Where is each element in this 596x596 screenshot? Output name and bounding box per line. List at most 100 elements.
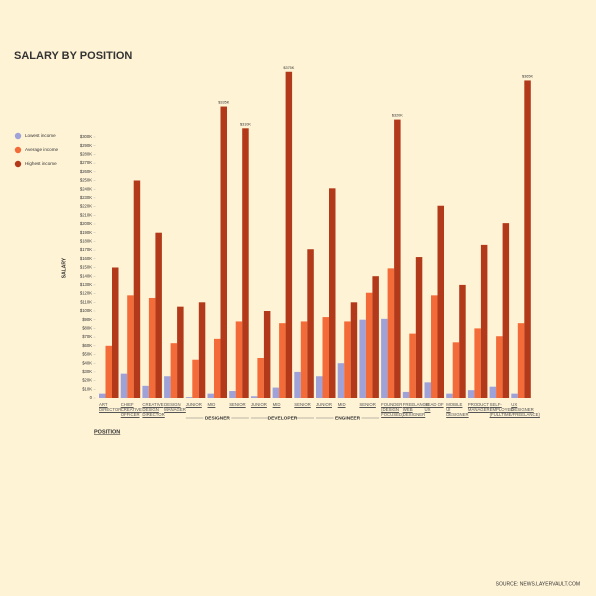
bar bbox=[381, 318, 388, 398]
y-tick-label: $70K bbox=[82, 334, 92, 339]
x-tick-label: ART DIRECTOR bbox=[99, 402, 122, 412]
bar bbox=[235, 321, 243, 398]
bar bbox=[415, 257, 423, 398]
group-label: DEVELOPER bbox=[268, 415, 298, 421]
y-tick-label: $180K bbox=[80, 239, 92, 244]
x-axis-title: POSITION bbox=[94, 429, 120, 435]
bar bbox=[164, 376, 171, 398]
bar bbox=[294, 371, 301, 398]
bar bbox=[344, 321, 351, 398]
y-tick-label: 0 bbox=[90, 395, 93, 400]
bar bbox=[329, 188, 336, 398]
y-tick-label: $170K bbox=[80, 247, 92, 252]
x-tick-label: MID bbox=[272, 402, 281, 407]
x-tick-label: SELF-EMPLOYED (FULLTIME/FREELANCE) bbox=[489, 402, 540, 417]
group-label: DESIGNER bbox=[205, 415, 231, 421]
y-tick-label: $220K bbox=[80, 204, 92, 209]
bar bbox=[424, 382, 431, 398]
bar bbox=[300, 321, 308, 398]
bar bbox=[502, 223, 510, 398]
bar bbox=[99, 393, 106, 398]
x-tick-label: JUNIOR bbox=[250, 402, 267, 407]
x-tick-label: FOUNDER (DESIGN FOCUSED) bbox=[381, 402, 404, 417]
value-label: $375K bbox=[283, 66, 294, 70]
bar bbox=[105, 345, 112, 398]
x-tick-label: DESIGN MANAGER bbox=[164, 402, 186, 412]
y-tick-label: $270K bbox=[80, 160, 92, 165]
bar bbox=[394, 119, 401, 398]
bar bbox=[496, 336, 503, 398]
bar bbox=[263, 311, 271, 398]
x-tick-label: JUNIOR bbox=[316, 402, 332, 407]
x-tick-label: MOBILE UI DESIGNER bbox=[446, 402, 469, 417]
bar bbox=[474, 328, 481, 398]
y-tick-label: $80K bbox=[82, 326, 92, 331]
y-tick-label: $250K bbox=[80, 178, 92, 183]
x-tick-label: HEAD OF UX bbox=[424, 402, 444, 412]
value-label: $320K bbox=[392, 114, 403, 118]
bar bbox=[257, 357, 264, 398]
group-label: ENGINEER bbox=[335, 415, 361, 421]
bar bbox=[402, 391, 410, 398]
y-tick-label: $240K bbox=[80, 186, 92, 191]
legend-label: Highest income bbox=[25, 161, 57, 166]
x-tick-label: FREELANCE WEB DESIGNER bbox=[402, 402, 429, 417]
bar bbox=[409, 333, 416, 398]
y-tick-label: $30K bbox=[82, 369, 92, 374]
y-tick-label: $140K bbox=[80, 273, 92, 278]
bar bbox=[155, 232, 162, 398]
bar bbox=[316, 376, 323, 398]
y-tick-label: $50K bbox=[82, 352, 92, 357]
bar bbox=[279, 323, 286, 398]
bar bbox=[127, 295, 134, 398]
bar bbox=[446, 393, 453, 398]
chart-title: SALARY BY POSITION bbox=[14, 50, 132, 62]
bar bbox=[307, 249, 314, 398]
bar bbox=[170, 343, 178, 398]
value-label: $310K bbox=[240, 122, 251, 126]
y-tick-label: $120K bbox=[80, 291, 92, 296]
y-tick-label: $230K bbox=[80, 195, 92, 200]
bar bbox=[229, 391, 236, 398]
bar bbox=[272, 387, 280, 398]
x-tick-label: SENIOR bbox=[294, 402, 311, 407]
x-tick-label: MID bbox=[207, 402, 216, 407]
y-tick-label: $300K bbox=[80, 134, 92, 139]
x-tick-label: CHIEF CREATIVE OFFICER bbox=[120, 402, 142, 417]
bar bbox=[198, 302, 206, 398]
y-tick-label: $280K bbox=[80, 152, 92, 157]
bar bbox=[350, 302, 358, 398]
bar bbox=[437, 205, 444, 398]
y-tick-label: $260K bbox=[80, 169, 92, 174]
legend-label: Lowest income bbox=[25, 133, 56, 138]
y-tick-label: $150K bbox=[80, 265, 92, 270]
y-tick-label: $20K bbox=[82, 378, 92, 383]
bar bbox=[480, 244, 488, 398]
bar bbox=[322, 317, 329, 398]
bar bbox=[387, 268, 395, 398]
bar bbox=[365, 292, 373, 398]
bar bbox=[207, 393, 214, 398]
bar bbox=[142, 385, 149, 398]
x-tick-label: SENIOR bbox=[229, 402, 246, 407]
bar bbox=[459, 284, 466, 398]
bar bbox=[177, 306, 184, 398]
bar bbox=[214, 338, 221, 398]
bar bbox=[372, 276, 379, 398]
x-tick-label: MID bbox=[337, 402, 346, 407]
bar bbox=[185, 397, 193, 398]
bar bbox=[511, 393, 518, 398]
y-tick-label: $200K bbox=[80, 221, 92, 226]
bar bbox=[517, 323, 525, 398]
x-tick-label: CREATIVE DESIGN DIRECTOR bbox=[142, 402, 165, 417]
y-tick-label: $40K bbox=[82, 360, 92, 365]
value-label: $365K bbox=[522, 74, 533, 78]
x-tick-label: JUNIOR bbox=[185, 402, 202, 407]
y-tick-label: $190K bbox=[80, 230, 92, 235]
bar bbox=[148, 297, 156, 398]
bar bbox=[489, 386, 497, 398]
bar bbox=[220, 106, 227, 399]
source: SOURCE: NEWS.LAYERVAULT.COM bbox=[496, 581, 580, 587]
legend-label: Average income bbox=[25, 147, 59, 152]
